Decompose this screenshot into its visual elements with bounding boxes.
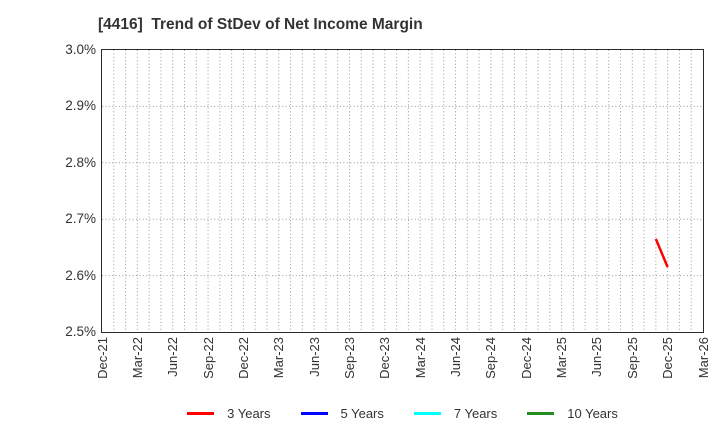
legend-item-7-years: 7 Years (413, 405, 498, 421)
legend-line-10-years (527, 411, 555, 415)
x-tick-label: Jun-24 (448, 337, 464, 377)
x-tick-label: Mar-22 (129, 337, 145, 379)
y-tick-label: 2.7% (65, 211, 96, 227)
x-tick-label: Dec-23 (377, 337, 393, 379)
chart-title: [4416] Trend of StDev of Net Income Marg… (98, 16, 423, 33)
x-tick-label: Mar-26 (695, 337, 711, 379)
legend-item-10-years: 10 Years (527, 406, 618, 421)
legend: 3 Years 5 Years 7 Years 10 Years (102, 402, 703, 424)
x-tick-label: Jun-22 (165, 337, 181, 377)
y-tick-label: 2.6% (65, 267, 96, 283)
legend-label-5-years: 5 Years (340, 405, 384, 421)
y-tick-label: 3.0% (65, 42, 96, 57)
x-tick-label: Jun-23 (306, 337, 322, 377)
legend-line-5-years (300, 411, 328, 415)
y-tick-label: 2.8% (65, 154, 96, 170)
plot-area (100, 48, 704, 333)
series-line-3-years (654, 237, 669, 268)
legend-item-5-years: 5 Years (300, 405, 384, 421)
x-tick-label: Sep-24 (483, 337, 499, 379)
x-tick-label: Dec-22 (235, 337, 251, 379)
x-tick-label: Mar-24 (412, 337, 428, 379)
legend-label-3-years: 3 Years (227, 405, 271, 421)
x-tick-label: Jun-25 (589, 337, 605, 377)
legend-label-7-years: 7 Years (453, 405, 498, 421)
legend-line-7-years (413, 411, 441, 415)
x-tick-label: Sep-23 (341, 337, 357, 379)
y-tick-label: 2.9% (65, 98, 96, 114)
x-tick-label: Dec-21 (94, 337, 110, 379)
y-tick-label: 2.5% (65, 324, 96, 339)
x-tick-label: Mar-25 (554, 337, 570, 379)
legend-label-10-years: 10 Years (567, 405, 618, 421)
legend-line-3-years (187, 411, 215, 415)
x-tick-label: Mar-23 (271, 337, 287, 379)
x-tick-label: Dec-25 (660, 337, 676, 379)
x-tick-label: Sep-22 (200, 337, 216, 379)
x-tick-label: Dec-24 (518, 337, 534, 379)
x-tick-label: Sep-25 (624, 337, 640, 379)
legend-item-3-years: 3 Years (187, 405, 271, 421)
plot-canvas (101, 49, 703, 332)
